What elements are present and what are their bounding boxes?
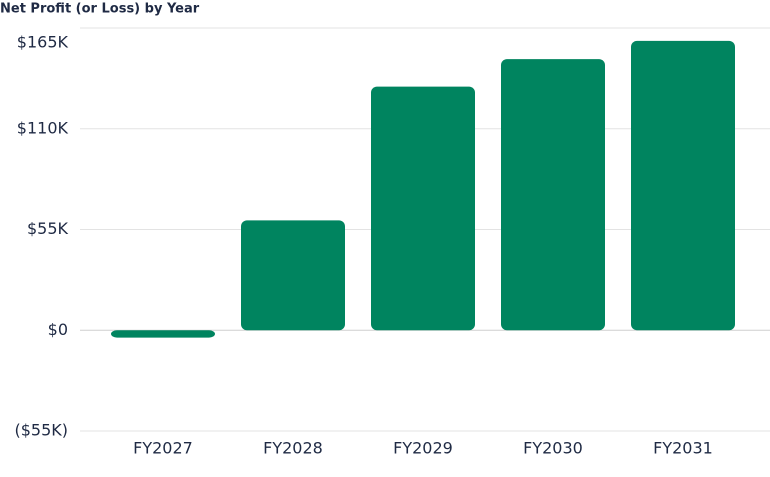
x-tick-label: FY2027 [133,439,193,458]
bar [241,220,345,331]
bar [631,40,735,331]
y-tick-label: $110K [17,118,69,137]
chart-title: Net Profit (or Loss) by Year [0,2,200,17]
x-tick-label: FY2031 [653,439,713,458]
x-tick-label: FY2030 [523,439,583,458]
x-tick-label: FY2029 [393,439,453,458]
y-tick-label: $0 [48,320,68,339]
x-tick-label: FY2028 [263,439,323,458]
bar [371,86,475,331]
bar [501,59,605,331]
bar [111,330,215,338]
y-tick-label: $55K [27,219,69,238]
y-tick-label: $165K [17,33,69,52]
y-tick-label: ($55K) [14,421,68,440]
